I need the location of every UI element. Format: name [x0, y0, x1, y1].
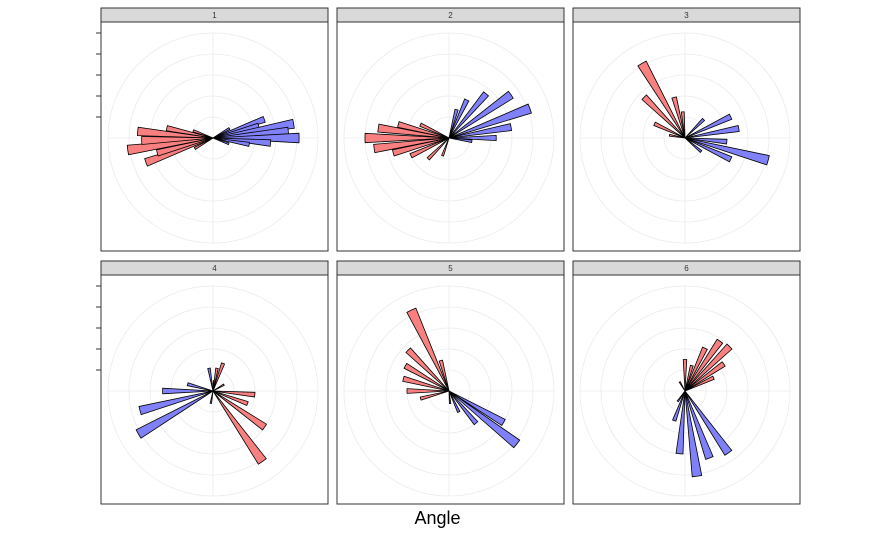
rose-bar-red — [684, 343, 733, 392]
rose-bar-red — [141, 136, 214, 145]
rose-bar-red — [212, 390, 249, 407]
plot-panel — [336, 274, 565, 505]
rose-bar-red — [637, 60, 686, 139]
rose-bar-red — [364, 132, 450, 144]
rose-bar-blue — [684, 137, 703, 153]
rose-bar-red — [641, 94, 686, 139]
facet-panel-4: 4 — [96, 260, 329, 505]
facet-strip-label: 1 — [212, 11, 217, 20]
rose-bar-red — [373, 137, 450, 154]
rose-bar-blue — [448, 90, 514, 139]
rose-bar-blue — [448, 98, 470, 139]
rose-bar-blue — [212, 132, 300, 144]
rose-bar-blue — [448, 134, 497, 142]
rose-bar-blue — [209, 390, 214, 404]
rose-bar-blue — [212, 115, 266, 139]
rose-bar-blue — [135, 390, 214, 439]
rose-bar-blue — [672, 390, 686, 422]
facet-panel-2: 2 — [336, 7, 565, 252]
rose-bar-red — [144, 137, 214, 167]
rose-bar-red — [397, 121, 450, 139]
rose-bar-blue — [448, 91, 490, 139]
rose-bar-blue — [448, 390, 461, 413]
facet-strip-label: 2 — [448, 11, 453, 20]
rose-bar-blue — [186, 382, 214, 392]
rose-bar-blue — [448, 108, 459, 139]
rose-bar-blue — [676, 390, 686, 403]
rose-bar-red — [391, 137, 450, 157]
facet-strip-label: 6 — [684, 264, 689, 273]
rose-bar-blue — [684, 390, 714, 460]
rose-bar-red — [193, 137, 214, 151]
rose-bar-blue — [684, 117, 706, 139]
rose-bar-blue — [448, 390, 521, 449]
facet-panel-6: 6 — [572, 260, 801, 505]
rose-bar-blue — [684, 137, 733, 163]
rose-bar-blue — [684, 137, 728, 145]
rose-bar-blue — [448, 123, 513, 139]
rose-bar-blue — [212, 127, 231, 139]
rose-bar-red — [212, 390, 267, 465]
rose-bar-red — [426, 137, 450, 161]
facet-strip-label: 3 — [684, 11, 689, 20]
rose-bar-red — [126, 137, 214, 156]
rose-bar-red — [212, 390, 268, 431]
rose-bar-blue — [684, 113, 733, 139]
rose-bar-blue — [684, 125, 740, 139]
rose-bar-blue — [448, 390, 479, 426]
rose-bar-blue — [448, 390, 506, 427]
rose-bar-red — [402, 375, 450, 392]
rose-bar-red — [684, 375, 715, 392]
rose-bar-red — [405, 347, 450, 392]
rose-bar-red — [192, 129, 214, 139]
rose-bar-red — [441, 137, 450, 157]
rose-bar-red — [671, 96, 686, 139]
rose-bar-blue — [212, 137, 250, 147]
rose-bar-red — [409, 137, 450, 159]
rose-bar-red — [678, 381, 686, 392]
rose-bar-blue — [212, 137, 230, 146]
rose-bar-red — [403, 362, 450, 392]
rose-bar-red — [406, 307, 450, 392]
rose-bar-red — [419, 122, 450, 139]
facet-panel-3: 3 — [572, 7, 801, 252]
rose-bar-red — [684, 364, 694, 392]
facet-panel-5: 5 — [336, 260, 565, 505]
rose-bar-red — [165, 125, 214, 139]
rose-bar-blue — [207, 367, 214, 392]
rose-bar-red — [155, 137, 214, 157]
rose-bar-red — [438, 359, 450, 392]
rose-bar-blue — [675, 390, 686, 455]
rose-bar-blue — [684, 390, 733, 456]
rose-bar-blue — [684, 137, 770, 166]
x-axis-title: Angle — [414, 508, 461, 528]
rose-bar-red — [406, 388, 450, 394]
rose-bar-blue — [448, 390, 452, 405]
rose-bar-red — [684, 361, 726, 392]
rose-bar-red — [684, 346, 708, 392]
facet-strip-label: 4 — [212, 264, 217, 273]
rose-bar-red — [212, 362, 226, 392]
rose-bar-red — [684, 338, 724, 392]
rose-bar-blue — [448, 137, 473, 143]
rose-bar-red — [419, 390, 450, 401]
rose-bar-blue — [162, 387, 214, 395]
rose-bar-red — [682, 359, 688, 392]
facet-panel-1: 1 — [96, 7, 329, 252]
rose-bar-blue — [448, 103, 532, 139]
facet-strip-label: 5 — [448, 264, 453, 273]
plot-panel — [100, 274, 329, 505]
rose-bar-red — [212, 383, 225, 392]
rose-bar-blue — [684, 390, 703, 478]
rose-bar-red — [668, 133, 686, 139]
rose-bar-blue — [212, 118, 295, 139]
rose-bar-red — [653, 121, 686, 139]
rose-bar-red — [680, 111, 686, 139]
rose-bar-blue — [138, 390, 214, 416]
rose-bar-red — [212, 390, 256, 398]
